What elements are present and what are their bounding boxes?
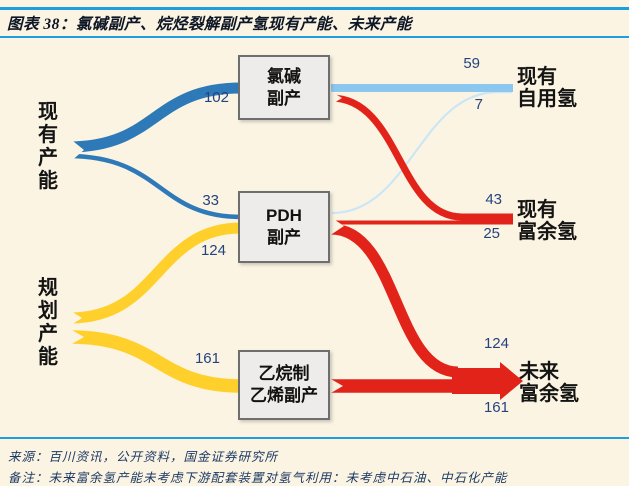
flow-value-124-pdh-future: 124 <box>483 335 509 352</box>
figure-title: 图表 38：氯碱副产、烷烃裂解副产氢现有产能、未来产能 <box>7 16 412 33</box>
future-surplus-arrowhead <box>500 362 523 400</box>
notch-pdh-exit <box>329 216 344 236</box>
node-chlor-alkali-byproduct-label: 氯碱 副产 <box>267 66 301 108</box>
title-bottom-rule <box>0 36 629 38</box>
flow-value-43-chlor-surplus: 43 <box>485 191 502 208</box>
title-top-rule <box>0 7 629 10</box>
node-pdh-byproduct-label: PDH 副产 <box>266 206 302 247</box>
sink-future-surplus-label: 未来 富余氢 <box>519 361 579 405</box>
notch-ethane-exit <box>329 378 343 394</box>
notch-planned-lower <box>63 325 84 349</box>
source-planned-capacity-label: 规 划 产 能 <box>38 277 58 368</box>
sink-existing-surplus-label: 现有 富余氢 <box>517 199 577 243</box>
flow-planned-to-pdh <box>69 222 242 324</box>
flow-value-161-planned-ethane: 161 <box>194 350 220 367</box>
flow-pdh-to-self-use <box>331 90 512 215</box>
flow-existing-to-pdh <box>67 153 242 220</box>
node-pdh-byproduct: PDH 副产 <box>238 191 330 263</box>
notch-chlor-exit <box>329 90 342 106</box>
footer-rule <box>0 437 629 439</box>
notch-existing-source <box>63 133 84 168</box>
flow-value-7-pdh-selfuse: 7 <box>474 96 483 113</box>
sink-existing-self-use-label: 现有 自用氢 <box>517 66 577 110</box>
flow-value-161-ethane-future: 161 <box>483 399 509 416</box>
flow-value-124-planned-pdh: 124 <box>200 242 226 259</box>
source-note: 来源：百川资讯，公开资料，国金证券研究所 <box>8 450 279 464</box>
notch-planned-upper <box>63 306 82 330</box>
node-ethane-ethylene-byproduct-label: 乙烷制 乙烯副产 <box>250 364 318 405</box>
flow-value-59-chlor-selfuse: 59 <box>463 55 480 72</box>
flow-value-25-pdh-surplus: 25 <box>483 225 500 242</box>
source-existing-capacity-label: 现 有 产 能 <box>38 101 58 192</box>
flow-planned-to-ethane <box>69 330 242 393</box>
flow-pdh-to-future-surplus <box>330 223 459 378</box>
flow-value-33-existing-pdh: 33 <box>202 192 219 209</box>
flow-value-102-existing-chlor: 102 <box>203 89 229 106</box>
node-chlor-alkali-byproduct: 氯碱 副产 <box>238 55 330 120</box>
remark-note: 备注：未来富余氢产能未考虑下游配套装置对氢气利用：未考虑中石油、中石化产能 <box>8 471 508 485</box>
node-ethane-ethylene-byproduct: 乙烷制 乙烯副产 <box>238 350 330 420</box>
flow-existing-to-chlor <box>67 82 242 153</box>
flow-chlor-to-existing-surplus <box>330 94 513 221</box>
